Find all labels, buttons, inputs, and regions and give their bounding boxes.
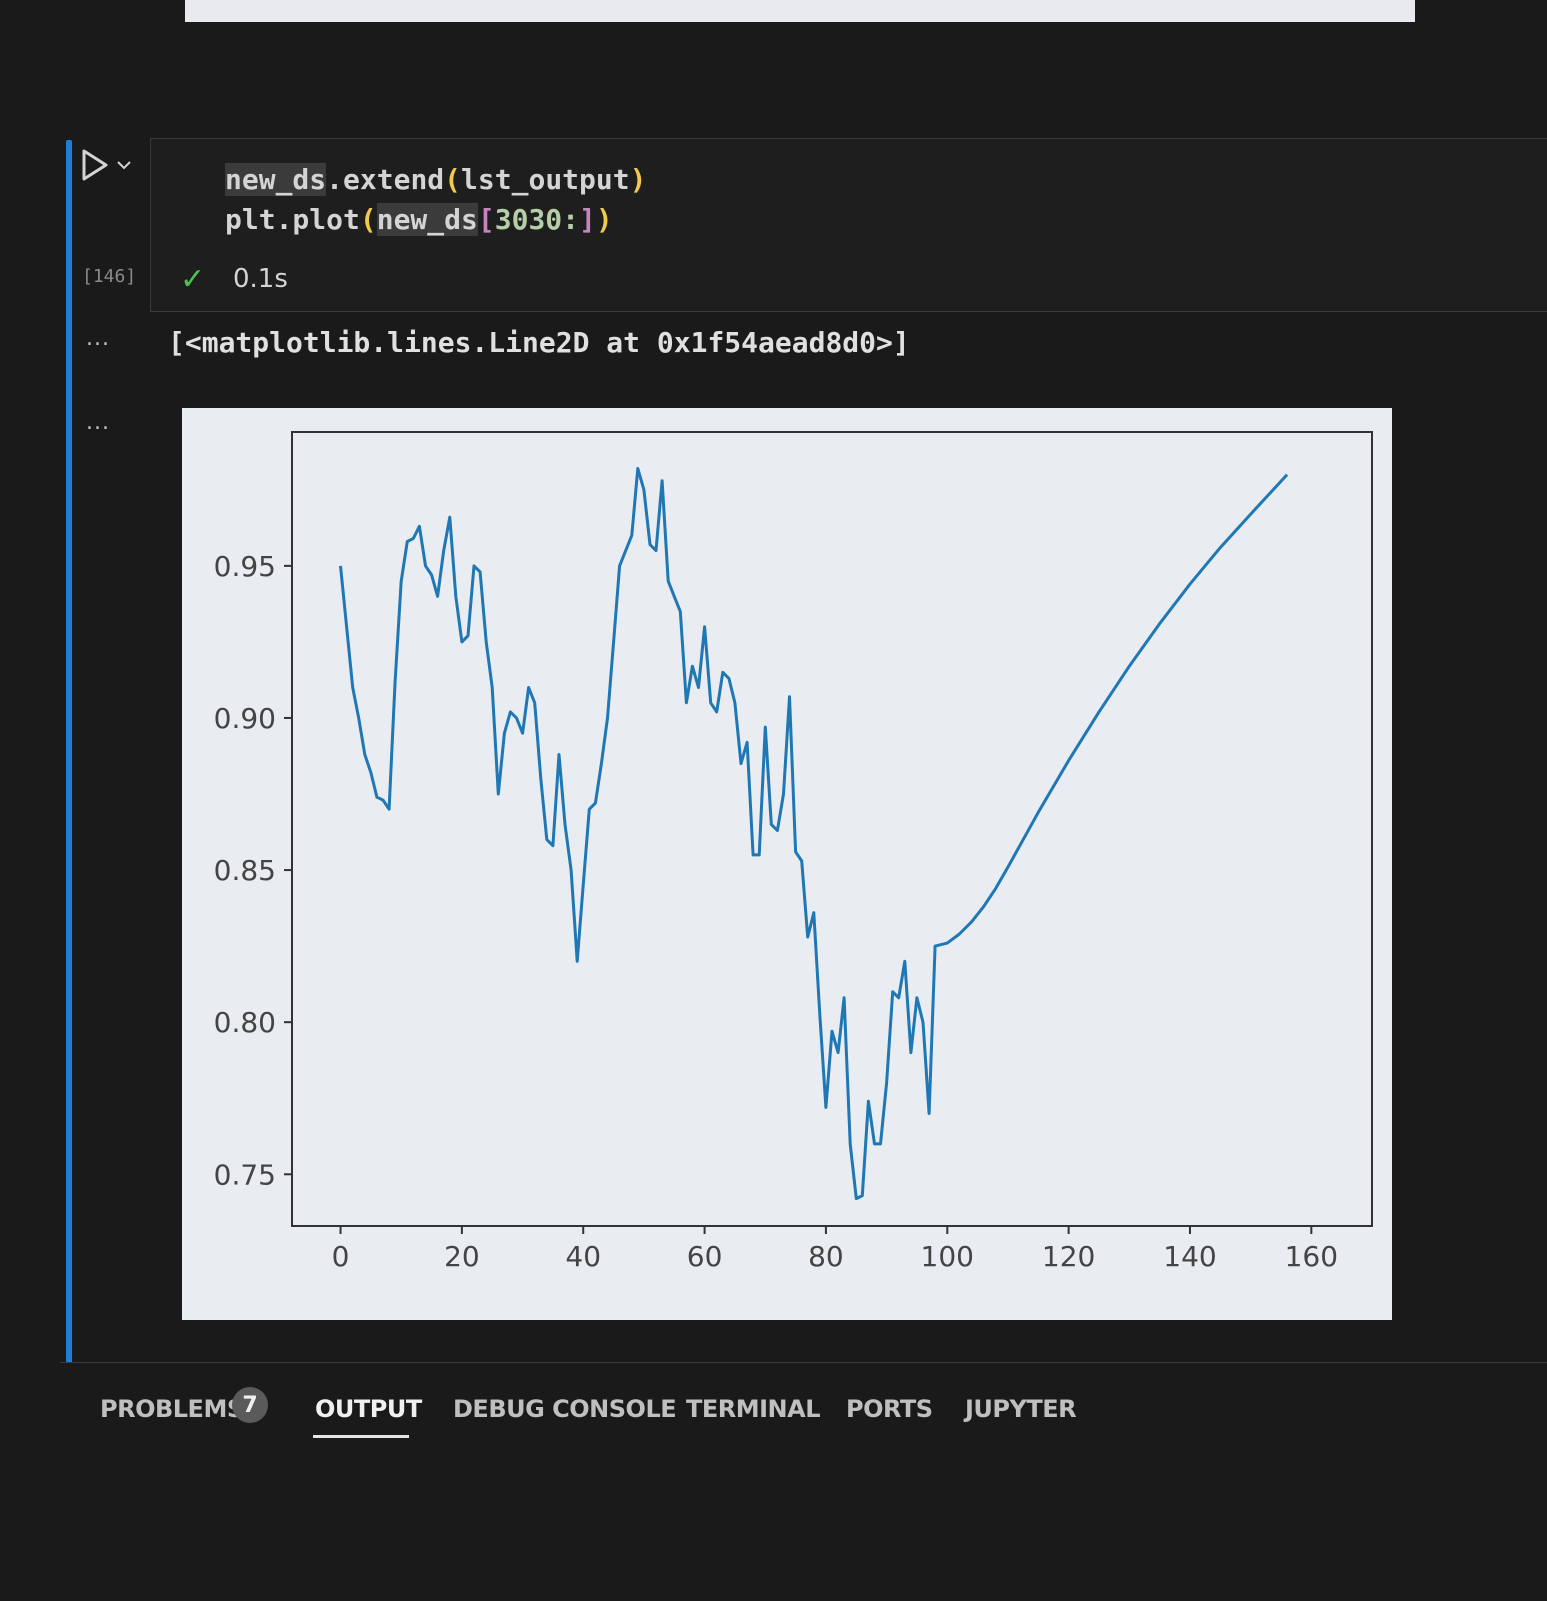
code-token: .extend: [326, 163, 445, 196]
cell-toolbar: [80, 145, 150, 185]
plot-area-frame: [291, 431, 1373, 1227]
code-token: new_ds: [225, 163, 327, 196]
code-token: ): [629, 163, 647, 196]
tab-debug-console[interactable]: DEBUG CONSOLE: [453, 1395, 677, 1423]
code-token: plt.plot: [225, 203, 360, 236]
code-token: (: [444, 163, 462, 196]
x-tick-label: 40: [565, 1240, 601, 1273]
x-tick-label: 100: [921, 1240, 974, 1273]
cell-selection-bar: [66, 140, 72, 1375]
code-token: (: [359, 203, 377, 236]
tab-problems[interactable]: PROBLEMS: [100, 1395, 244, 1423]
y-tick-label: 0.80: [214, 1006, 276, 1039]
code-token: ): [595, 203, 613, 236]
x-tick-label: 60: [687, 1240, 723, 1273]
problems-count-badge: 7: [232, 1387, 268, 1423]
active-tab-indicator: [313, 1435, 409, 1438]
tab-ports[interactable]: PORTS: [846, 1395, 933, 1423]
y-tick-label: 0.85: [214, 854, 276, 887]
x-tick-label: 160: [1285, 1240, 1338, 1273]
tab-terminal[interactable]: TERMINAL: [686, 1395, 821, 1423]
success-check-icon: ✓: [180, 262, 206, 297]
previous-output: [185, 0, 1415, 22]
code-editor[interactable]: new_ds.extend(lst_output) plt.plot(new_d…: [150, 138, 1547, 312]
output-more-actions-button[interactable]: ...: [86, 326, 110, 351]
execution-time: 0.1s: [233, 264, 288, 294]
y-tick-label: 0.90: [214, 702, 276, 735]
run-cell-icon[interactable]: [80, 148, 110, 182]
output-repr-text: [<matplotlib.lines.Line2D at 0x1f54aead8…: [168, 326, 910, 359]
y-tick-label: 0.75: [214, 1158, 276, 1191]
code-token: [: [477, 203, 495, 236]
line-chart: 0 20 40 60 80 100 120 140 160 0.75 0.80 0.85 0.90 0.9…: [214, 431, 1373, 1273]
bottom-panel-tabs: PROBLEMS 7 OUTPUT DEBUG CONSOLE TERMINAL…: [60, 1362, 1547, 1601]
x-tick-label: 140: [1163, 1240, 1216, 1273]
axis-ticks: 0 20 40 60 80 100 120 140 160 0.75 0.80 0.85 0.90 0.9…: [214, 550, 1338, 1273]
tab-output[interactable]: OUTPUT: [315, 1395, 422, 1423]
x-tick-label: 120: [1042, 1240, 1095, 1273]
code-token: 3030:: [494, 203, 580, 236]
data-line-series: [339, 467, 1289, 1201]
plot-figure: 0 20 40 60 80 100 120 140 160 0.75 0.80 0.85 0.90 0.9…: [182, 408, 1392, 1320]
code-token: lst_output: [461, 163, 630, 196]
tab-jupyter[interactable]: JUPYTER: [965, 1395, 1077, 1423]
chevron-down-icon[interactable]: [116, 159, 132, 171]
code-line-2: plt.plot(new_ds[3030:]): [225, 203, 613, 236]
x-tick-label: 0: [332, 1240, 350, 1273]
x-tick-label: 20: [444, 1240, 480, 1273]
x-tick-label: 80: [808, 1240, 844, 1273]
code-token: ]: [579, 203, 596, 236]
code-token: new_ds: [376, 203, 478, 236]
y-tick-label: 0.95: [214, 550, 276, 583]
code-line-1: new_ds.extend(lst_output): [225, 163, 646, 196]
execution-count: [146]: [82, 266, 137, 287]
figure-more-actions-button[interactable]: ...: [86, 410, 110, 435]
